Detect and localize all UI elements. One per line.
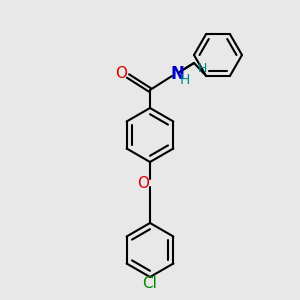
Text: H: H (197, 61, 207, 74)
Text: O: O (137, 176, 149, 190)
Text: Cl: Cl (142, 277, 158, 292)
Text: O: O (115, 67, 127, 82)
Text: N: N (170, 65, 184, 83)
Text: H: H (180, 73, 190, 87)
